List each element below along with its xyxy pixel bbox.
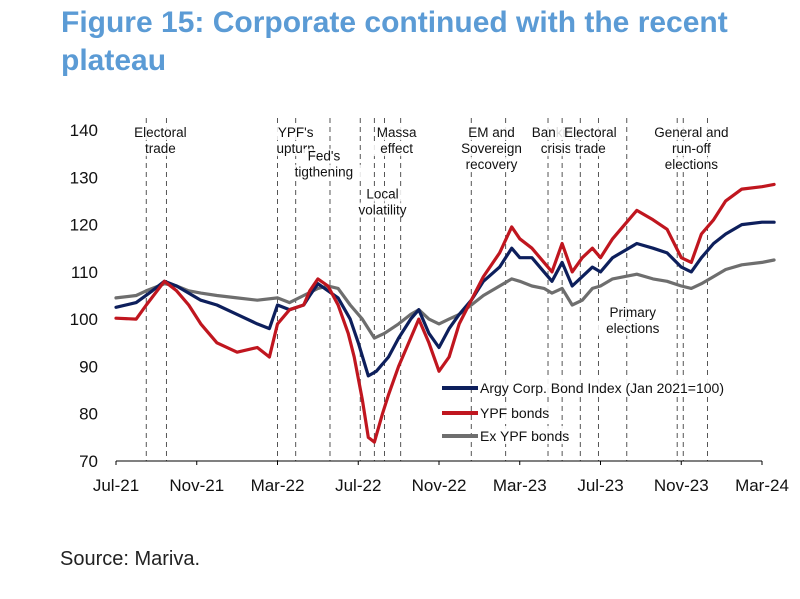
annotation-feds-tightening: Fed's — [308, 149, 341, 164]
annotation-bg — [569, 141, 611, 157]
annotation-local-volatility: volatility — [358, 203, 406, 218]
annotation-bg — [125, 125, 196, 141]
annotation-feds-tightening: tigthening — [295, 165, 354, 180]
series-line-3 — [114, 258, 776, 340]
y-tick-label: 100 — [70, 310, 98, 329]
annotation-general-runoff-elections: elections — [665, 157, 719, 172]
annotation-em-sovereign-recovery: EM and — [468, 125, 515, 140]
annotation-bg — [376, 125, 418, 141]
annotation-bg — [531, 141, 581, 157]
annotation-bg — [456, 141, 527, 157]
annotation-bg — [648, 125, 735, 141]
series-line-1 — [114, 220, 776, 378]
legend-bg — [478, 378, 758, 396]
annotation-bg — [372, 141, 421, 157]
x-tick-label: Nov-23 — [654, 476, 709, 495]
annotation-bg — [275, 125, 317, 141]
y-tick-label: 130 — [70, 168, 98, 187]
series-lines — [114, 182, 776, 444]
axes: 70 80 90 100 110 120 130 140 Jul-21 Nov-21 Mar-22 J… — [70, 121, 789, 495]
y-tick-label: 80 — [79, 405, 98, 424]
annotation-em-sovereign-recovery: recovery — [466, 157, 518, 172]
x-tick-label: Mar-23 — [493, 476, 547, 495]
annotation-electoral-trade-2: trade — [575, 141, 606, 156]
annotation-electoral-trade-1: trade — [145, 141, 176, 156]
event-annotations: ElectoraltradeYPF'supturnFed'stigthening… — [125, 125, 735, 336]
x-tick-label: Nov-22 — [412, 476, 467, 495]
figure-title: Figure 15: Corporate continued with the … — [61, 6, 728, 77]
y-tick-label: 70 — [79, 452, 98, 471]
annotation-banking-crisis: crisis — [541, 141, 572, 156]
annotation-local-volatility: Local — [366, 187, 398, 202]
annotation-bg — [361, 186, 403, 202]
annotation-bg — [139, 141, 181, 157]
annotation-bg — [656, 157, 727, 173]
annotation-bg — [459, 157, 524, 173]
annotation-bg — [303, 148, 345, 164]
y-tick-label: 140 — [70, 121, 98, 140]
annotation-bg — [284, 164, 363, 180]
annotation-bg — [604, 304, 661, 320]
x-tick-label: Jul-21 — [93, 476, 139, 495]
annotation-primary-elections: elections — [606, 321, 660, 336]
annotation-bg — [663, 141, 720, 157]
annotation-em-sovereign-recovery: Sovereign — [461, 141, 522, 156]
annotation-massa-effect: effect — [380, 141, 413, 156]
x-tick-label: Jul-22 — [335, 476, 381, 495]
annotation-ypf-upturn: YPF's — [278, 125, 314, 140]
annotation-bg — [555, 125, 626, 141]
annotation-bg — [597, 320, 669, 336]
legend-bg — [478, 403, 553, 421]
y-tick-label: 110 — [71, 263, 98, 282]
legend-label-3: Ex YPF bonds — [480, 428, 569, 444]
annotation-massa-effect: Massa — [377, 125, 417, 140]
legend-label-1: Argy Corp. Bond Index (Jan 2021=100) — [480, 380, 724, 396]
x-tick-label: Nov-21 — [169, 476, 224, 495]
legend: Argy Corp. Bond Index (Jan 2021=100) YPF … — [442, 378, 758, 444]
annotation-primary-elections: Primary — [610, 305, 657, 320]
event-lines — [145, 118, 708, 461]
source-note: Source: Mariva. — [60, 548, 201, 570]
annotation-bg — [343, 202, 422, 218]
x-tick-label: Jul-23 — [577, 476, 623, 495]
legend-bg — [478, 426, 576, 444]
y-tick-label: 120 — [70, 216, 98, 235]
annotation-electoral-trade-2: Electoral — [564, 125, 617, 140]
legend-label-2: YPF bonds — [480, 405, 549, 421]
annotation-general-runoff-elections: run-off — [672, 141, 711, 156]
x-tick-label: Mar-24 — [735, 476, 789, 495]
annotation-general-runoff-elections: General and — [654, 125, 728, 140]
annotation-electoral-trade-1: Electoral — [134, 125, 187, 140]
y-tick-label: 90 — [79, 357, 98, 376]
x-tick-label: Mar-22 — [251, 476, 305, 495]
series-line-2 — [114, 182, 776, 444]
annotation-bg — [467, 125, 516, 141]
